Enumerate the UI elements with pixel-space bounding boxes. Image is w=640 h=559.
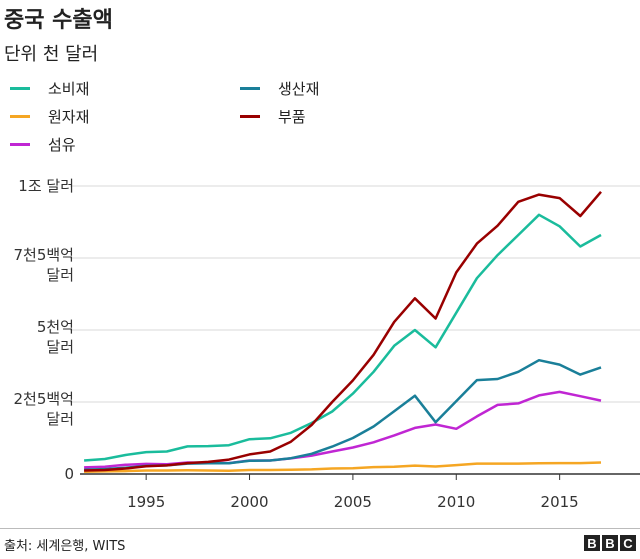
logo-letter: B [602, 535, 618, 551]
chart-title: 중국 수출액 [4, 8, 113, 33]
logo-letter: C [620, 535, 636, 551]
series-lines [84, 190, 602, 473]
legend-item: 생산재 [240, 78, 319, 99]
series-line-원자재 [84, 461, 602, 473]
legend-swatch [240, 87, 260, 90]
bbc-logo: B B C [584, 535, 636, 551]
legend-swatch [10, 87, 30, 90]
y-tick-label: 1조 달러 [18, 177, 74, 195]
y-tick-label: 0 [64, 465, 74, 483]
x-axis-tick-labels: 1995 2000 2005 2010 2015 [127, 474, 579, 511]
y-tick-label: 2천5백억 달러 [14, 390, 75, 428]
y-axis-tick-labels: 0 2천5백억 달러 5천억 달러 7천5백억 달러 1조 달러 [14, 177, 75, 483]
legend-swatch [240, 115, 260, 118]
legend-item: 부품 [240, 106, 306, 127]
line-chart: 0 2천5백억 달러 5천억 달러 7천5백억 달러 1조 달러 1995 2000 2005 20… [14, 177, 640, 511]
grid-lines [70, 185, 640, 475]
series-line-생산재 [84, 358, 602, 471]
x-tick-label: 1995 [127, 493, 165, 511]
x-tick-label: 2015 [541, 493, 579, 511]
legend-swatch [10, 115, 30, 118]
legend-label: 소비재 [48, 80, 90, 98]
legend-item: 소비재 [10, 78, 89, 99]
source-note: 출처: 세계은행, WITS [4, 539, 126, 554]
legend-label: 원자재 [48, 108, 90, 126]
series-line-부품 [84, 190, 602, 472]
series-line-소비재 [84, 213, 602, 462]
y-tick-label: 7천5백억 달러 [14, 246, 75, 284]
y-tick-label: 5천억 달러 [37, 318, 74, 356]
legend-item: 섬유 [10, 134, 76, 155]
logo-letter: B [584, 535, 600, 551]
legend-swatch [10, 143, 30, 146]
legend-item: 원자재 [10, 106, 89, 127]
footer-divider [0, 528, 640, 529]
x-tick-label: 2000 [230, 493, 268, 511]
x-tick-label: 2005 [334, 493, 372, 511]
chart-subtitle: 단위 천 달러 [4, 44, 99, 65]
legend-label: 부품 [278, 108, 306, 126]
x-tick-label: 2010 [437, 493, 475, 511]
legend-label: 섬유 [48, 136, 76, 154]
legend-label: 생산재 [278, 80, 320, 98]
